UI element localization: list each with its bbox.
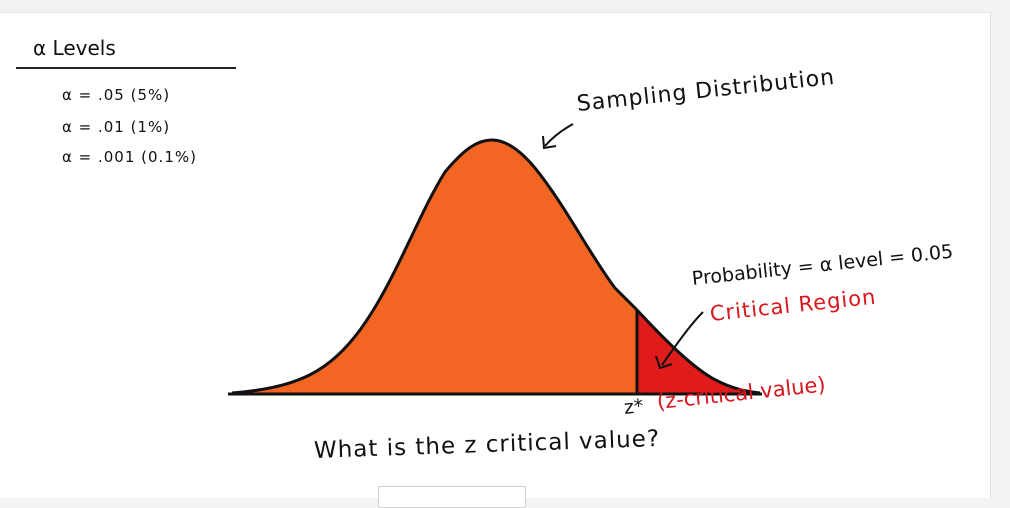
critical-region-arrowhead (655, 355, 673, 370)
top-bar (0, 0, 1010, 12)
alpha-levels-underline (16, 67, 236, 69)
alpha-level-item: α = .05 (5%) (62, 86, 171, 104)
alpha-level-item: α = .01 (1%) (62, 118, 171, 136)
z-star-label: z* (622, 395, 645, 419)
sampling-distribution-area (232, 140, 637, 393)
critical-region-arrow (661, 311, 704, 366)
alpha-levels-title: α Levels (33, 36, 116, 60)
normal-distribution-diagram (228, 123, 762, 396)
answer-input[interactable] (378, 486, 526, 508)
sampling-arrow (544, 123, 574, 147)
alpha-level-item: α = .001 (0.1%) (62, 148, 197, 166)
sampling-arrowhead (542, 135, 557, 150)
critical-region-area (637, 310, 760, 393)
distribution-curve (231, 138, 761, 395)
